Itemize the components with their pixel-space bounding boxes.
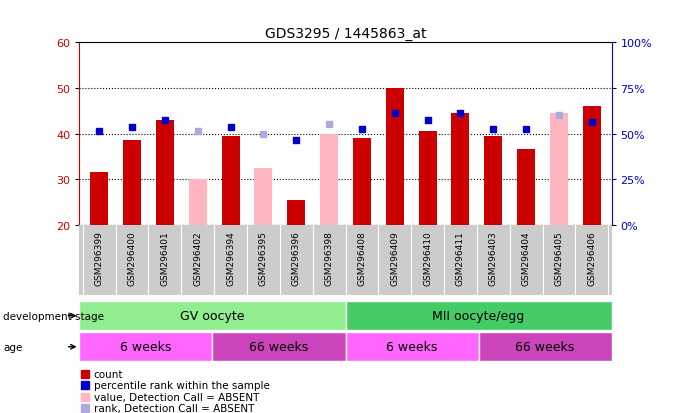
Bar <box>189 180 207 225</box>
Bar <box>451 114 469 225</box>
Bar <box>346 332 478 361</box>
Bar <box>90 173 108 225</box>
Bar <box>212 332 346 361</box>
Bar <box>287 200 305 225</box>
Bar <box>583 107 601 225</box>
Text: rank, Detection Call = ABSENT: rank, Detection Call = ABSENT <box>93 403 254 413</box>
Bar <box>222 136 240 225</box>
Bar <box>156 121 174 225</box>
Text: GSM296403: GSM296403 <box>489 231 498 285</box>
Text: GSM296398: GSM296398 <box>325 231 334 285</box>
Text: 6 weeks: 6 weeks <box>386 340 437 354</box>
Text: GSM296399: GSM296399 <box>95 231 104 285</box>
Text: GV oocyte: GV oocyte <box>180 309 245 323</box>
Bar <box>550 114 568 225</box>
Text: development stage: development stage <box>3 311 104 321</box>
Bar <box>320 134 338 225</box>
Text: GSM296405: GSM296405 <box>554 231 563 285</box>
Text: GSM296408: GSM296408 <box>357 231 366 285</box>
Bar <box>419 132 437 225</box>
Text: GSM296395: GSM296395 <box>259 231 268 285</box>
Bar <box>478 332 612 361</box>
Bar <box>123 141 141 225</box>
Text: GSM296396: GSM296396 <box>292 231 301 285</box>
Text: 66 weeks: 66 weeks <box>249 340 309 354</box>
Text: GSM296409: GSM296409 <box>390 231 399 285</box>
Text: GSM296402: GSM296402 <box>193 231 202 285</box>
Bar <box>353 139 371 225</box>
Bar <box>79 332 212 361</box>
Bar <box>484 136 502 225</box>
Text: age: age <box>3 342 23 352</box>
Text: GSM296401: GSM296401 <box>160 231 169 285</box>
Bar <box>79 301 346 330</box>
Bar <box>254 168 272 225</box>
Text: GSM296411: GSM296411 <box>456 231 465 285</box>
Text: 6 weeks: 6 weeks <box>120 340 171 354</box>
Text: GSM296410: GSM296410 <box>423 231 432 285</box>
Text: GSM296400: GSM296400 <box>128 231 137 285</box>
Text: 66 weeks: 66 weeks <box>515 340 575 354</box>
Bar <box>386 89 404 225</box>
Bar <box>346 301 612 330</box>
Text: GSM296394: GSM296394 <box>226 231 235 285</box>
Text: MII oocyte/egg: MII oocyte/egg <box>433 309 524 323</box>
Bar <box>517 150 535 225</box>
Text: GSM296404: GSM296404 <box>522 231 531 285</box>
Text: value, Detection Call = ABSENT: value, Detection Call = ABSENT <box>93 392 259 402</box>
Text: percentile rank within the sample: percentile rank within the sample <box>93 380 269 390</box>
Title: GDS3295 / 1445863_at: GDS3295 / 1445863_at <box>265 27 426 41</box>
Text: count: count <box>93 369 123 379</box>
Text: GSM296406: GSM296406 <box>587 231 596 285</box>
